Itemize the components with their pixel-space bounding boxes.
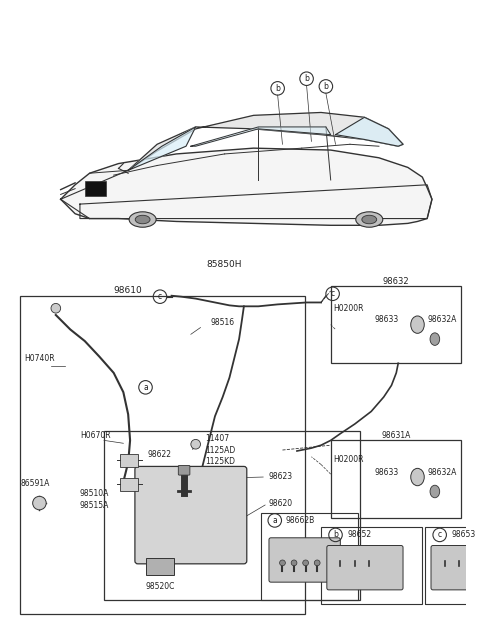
Bar — [120, 454, 138, 467]
Text: 98632A: 98632A — [427, 316, 456, 324]
Ellipse shape — [129, 212, 156, 227]
Text: 98510A: 98510A — [80, 489, 109, 498]
Text: 98633: 98633 — [374, 467, 398, 477]
Text: 98632A: 98632A — [427, 467, 456, 477]
Text: b: b — [324, 82, 328, 91]
Bar — [331, 440, 461, 517]
Bar — [145, 558, 174, 575]
Polygon shape — [80, 185, 432, 219]
Text: 98622: 98622 — [147, 450, 171, 459]
Text: a: a — [272, 516, 277, 525]
Polygon shape — [191, 127, 331, 146]
Text: 98631A: 98631A — [382, 431, 411, 440]
Bar — [120, 478, 138, 491]
Text: b: b — [275, 84, 280, 93]
Text: c: c — [438, 530, 442, 539]
Text: 98632: 98632 — [383, 277, 409, 286]
Bar — [425, 527, 480, 604]
Polygon shape — [128, 127, 196, 170]
Ellipse shape — [430, 333, 440, 345]
Text: H0200R: H0200R — [334, 455, 364, 464]
Text: 1125KD: 1125KD — [205, 457, 235, 466]
Circle shape — [33, 496, 46, 510]
FancyBboxPatch shape — [135, 466, 247, 564]
FancyBboxPatch shape — [327, 546, 403, 590]
Circle shape — [279, 560, 286, 566]
Polygon shape — [336, 117, 403, 146]
Text: b: b — [333, 530, 338, 539]
Ellipse shape — [411, 316, 424, 333]
Ellipse shape — [135, 215, 150, 224]
Bar — [85, 181, 106, 197]
Text: 85850H: 85850H — [207, 260, 242, 270]
Text: 98520C: 98520C — [145, 581, 175, 590]
Text: H0200R: H0200R — [334, 304, 364, 312]
Ellipse shape — [362, 215, 377, 224]
Ellipse shape — [356, 212, 383, 227]
Text: c: c — [331, 289, 335, 298]
Text: 98515A: 98515A — [80, 501, 109, 510]
Bar — [321, 527, 422, 604]
Text: 11407: 11407 — [205, 434, 229, 443]
Bar — [104, 431, 360, 600]
FancyBboxPatch shape — [431, 546, 480, 590]
Bar — [331, 286, 461, 364]
Text: b: b — [304, 74, 309, 83]
Circle shape — [291, 560, 297, 566]
FancyBboxPatch shape — [269, 538, 340, 582]
Text: 98623: 98623 — [268, 472, 292, 481]
Text: 98620: 98620 — [268, 498, 292, 508]
Text: 98653: 98653 — [451, 530, 476, 539]
Circle shape — [303, 560, 309, 566]
Bar — [20, 295, 305, 614]
Text: 98516: 98516 — [210, 318, 234, 327]
Polygon shape — [128, 113, 403, 170]
Circle shape — [191, 439, 201, 449]
Text: c: c — [158, 292, 162, 301]
FancyBboxPatch shape — [178, 466, 190, 475]
Circle shape — [314, 560, 320, 566]
Text: 98633: 98633 — [374, 316, 398, 324]
Bar — [261, 513, 358, 600]
Circle shape — [51, 304, 60, 313]
Text: 86591A: 86591A — [20, 479, 49, 488]
Ellipse shape — [411, 468, 424, 486]
Text: H0740R: H0740R — [24, 354, 55, 363]
Text: 98610: 98610 — [114, 287, 143, 295]
Text: H0670R: H0670R — [80, 431, 110, 440]
Text: 1125AD: 1125AD — [205, 445, 236, 454]
Text: 98652: 98652 — [347, 530, 371, 539]
Text: 98662B: 98662B — [286, 516, 314, 525]
Ellipse shape — [430, 485, 440, 498]
Text: a: a — [143, 383, 148, 392]
Polygon shape — [60, 148, 432, 226]
